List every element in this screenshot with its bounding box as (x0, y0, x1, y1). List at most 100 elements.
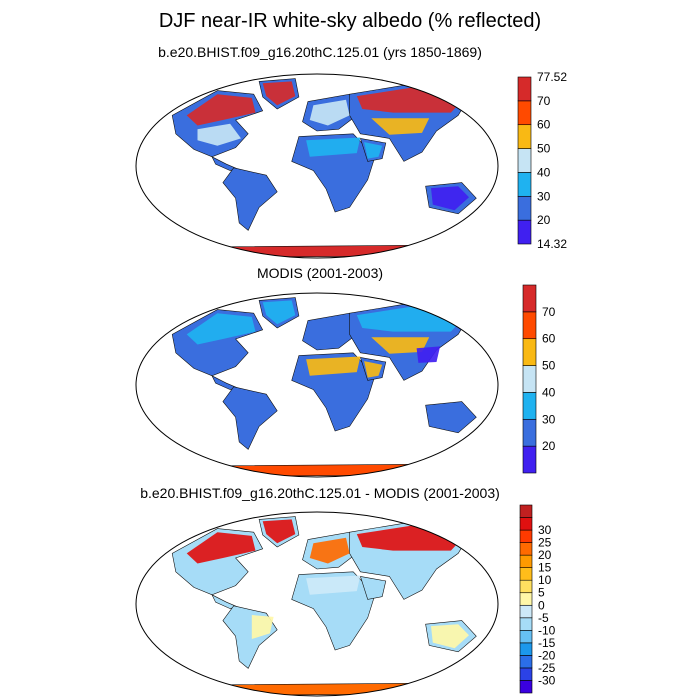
region-north-america-mid (197, 123, 241, 146)
continent-south-america (222, 386, 278, 450)
region-asia-mid (371, 118, 430, 135)
colorbar-tick-label: 30 (542, 412, 556, 426)
map-border (135, 511, 499, 697)
region-north-america-north (186, 313, 256, 345)
map-land-layer (171, 78, 477, 258)
colorbar-tick-label: 20 (542, 439, 556, 453)
map-border (135, 73, 499, 259)
region-north-america-north (186, 94, 256, 126)
colorbar-segment (519, 592, 533, 606)
colorbar-tick-label: 60 (542, 332, 556, 346)
region-europe (309, 537, 350, 564)
region-europe (309, 99, 350, 126)
colorbar-tick-label: -15 (538, 636, 556, 650)
colorbar-tick-label: -5 (538, 611, 549, 625)
colorbar-segment (522, 311, 537, 340)
panel-3-subtitle: b.e20.BHIST.f09_g16.20thC.125.01 - MODIS… (140, 485, 500, 501)
continent-south-america (222, 167, 278, 231)
colorbar-tick-label: 60 (537, 118, 551, 132)
region-south-america-east (251, 615, 274, 639)
colorbar-segment (519, 517, 533, 531)
colorbar-segment (517, 148, 532, 173)
map-land-layer (171, 297, 477, 477)
colorbar-segment (519, 579, 533, 594)
colorbar-segment (519, 642, 533, 656)
colorbar-segment (522, 392, 537, 420)
colorbar-tick-label: 14.32 (537, 237, 567, 251)
panel-1-subtitle: b.e20.BHIST.f09_g16.20thC.125.01 (yrs 18… (158, 44, 482, 60)
colorbar-tick-label: 70 (542, 305, 556, 319)
colorbar-segment (519, 567, 533, 581)
colorbar-tick-label: 30 (538, 523, 552, 537)
region-arabia (364, 142, 383, 159)
colorbar-segment (517, 172, 532, 197)
continent-antarctica (189, 682, 445, 696)
colorbar-tick-label: -10 (538, 623, 556, 637)
colorbar-tick-label: 50 (542, 359, 556, 373)
colorbar-tick-label: 5 (538, 586, 545, 600)
colorbar-segment (519, 655, 533, 669)
colorbar-segment (522, 365, 537, 393)
region-greenland (262, 81, 296, 106)
colorbar-1: 14.32 20 30 40 50 60 70 77.52 (517, 70, 567, 251)
region-sahara (306, 356, 361, 376)
region-greenland (262, 300, 296, 325)
region-china-east (416, 346, 441, 363)
colorbar-segment (519, 667, 533, 681)
region-australia (431, 624, 469, 649)
colorbar-tick-label: 40 (542, 385, 556, 399)
continent-arabia (359, 576, 387, 600)
colorbar-segment (517, 195, 532, 221)
colorbar-segment (517, 100, 532, 126)
colorbar-segment (519, 630, 533, 644)
colorbar-segment (517, 124, 532, 149)
colorbar-tick-label: 50 (537, 142, 551, 156)
colorbar-segment (519, 504, 533, 518)
continent-south-america (222, 605, 278, 669)
colorbar-tick-label: 10 (538, 573, 552, 587)
colorbar-segment (517, 76, 532, 102)
colorbar-segment (522, 418, 537, 447)
colorbar-tick-label: -30 (538, 673, 556, 687)
region-north-america-north (186, 532, 256, 564)
map-panel-1: 14.32 20 30 40 50 60 70 77.52 (135, 70, 567, 259)
colorbar-tick-label: -25 (538, 661, 556, 675)
colorbar-segment (522, 284, 537, 313)
region-sahara (306, 575, 361, 595)
region-sahara (306, 137, 361, 157)
map-border (135, 292, 499, 478)
continent-antarctica (189, 244, 445, 258)
colorbar-segment (519, 617, 533, 631)
figure-title: DJF near-IR white-sky albedo (% reflecte… (158, 10, 542, 32)
colorbar-segment (519, 680, 533, 694)
colorbar-segment (522, 445, 537, 474)
colorbar-2: 20 30 40 50 60 70 (522, 284, 556, 474)
colorbar-segment (519, 554, 533, 568)
map-land-layer (171, 516, 477, 696)
region-asia-mid (371, 337, 430, 354)
region-australia (431, 186, 469, 211)
colorbar-segment (522, 338, 537, 366)
colorbar-tick-label: 70 (537, 94, 551, 108)
map-panel-2: 20 30 40 50 60 70 (135, 284, 556, 478)
region-greenland (262, 519, 296, 544)
colorbar-tick-label: 15 (538, 561, 552, 575)
colorbar-segment (519, 542, 533, 556)
continent-europe (302, 312, 358, 351)
colorbar-segment (517, 219, 532, 245)
colorbar-tick-label: 0 (538, 598, 545, 612)
colorbar-tick-label: -20 (538, 648, 556, 662)
panel-2-subtitle: MODIS (2001-2003) (256, 265, 384, 281)
colorbar-segment (519, 529, 533, 543)
colorbar-tick-label: 77.52 (537, 70, 567, 84)
colorbar-tick-label: 40 (537, 165, 551, 179)
continent-antarctica (189, 463, 445, 477)
colorbar-tick-label: 20 (537, 213, 551, 227)
continent-australia (425, 401, 477, 434)
colorbar-tick-label: 20 (538, 548, 552, 562)
colorbar-tick-label: 25 (538, 536, 552, 550)
